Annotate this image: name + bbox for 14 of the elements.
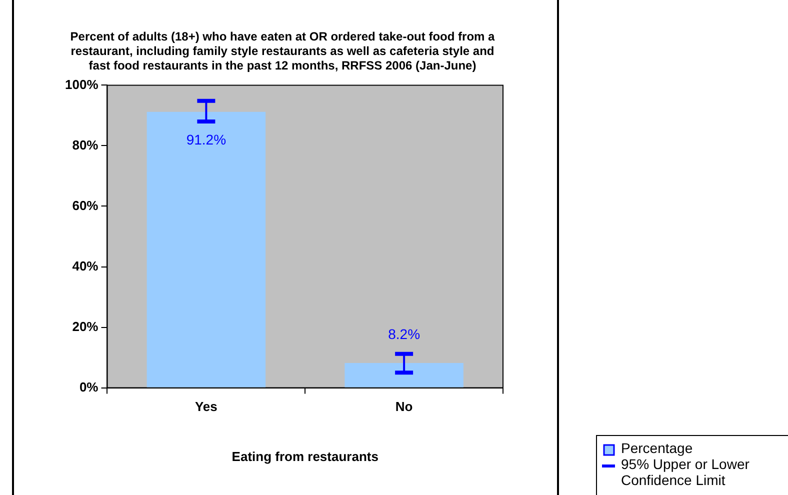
text: 95% Upper or Lower Confidence Limit (621, 456, 750, 488)
data-label: 8.2% (388, 326, 420, 342)
y-tick-label: 80% (72, 137, 99, 152)
y-tick-label: 40% (72, 258, 99, 274)
legend-label: Percentage (621, 440, 693, 456)
chart-title: Percent of adults (18+) who have eaten at OR ordered take-out food from a restaurant, including family style restaurants as well as cafeteria style and fast food restaurants in the past 12 months, RRFSS 2006 (Jan-June) (70, 30, 496, 72)
x-tick-label: Yes (194, 399, 218, 414)
y-tick-label: 0% (79, 379, 99, 394)
y-tick-label: 100% (65, 76, 99, 92)
y-tick-label: 60% (72, 198, 99, 213)
x-tick-label: No (395, 399, 413, 414)
y-tick-label: 20% (72, 318, 99, 334)
data-label: 91.2% (186, 131, 226, 148)
x-axis-title: Eating from restaurants (232, 448, 378, 464)
